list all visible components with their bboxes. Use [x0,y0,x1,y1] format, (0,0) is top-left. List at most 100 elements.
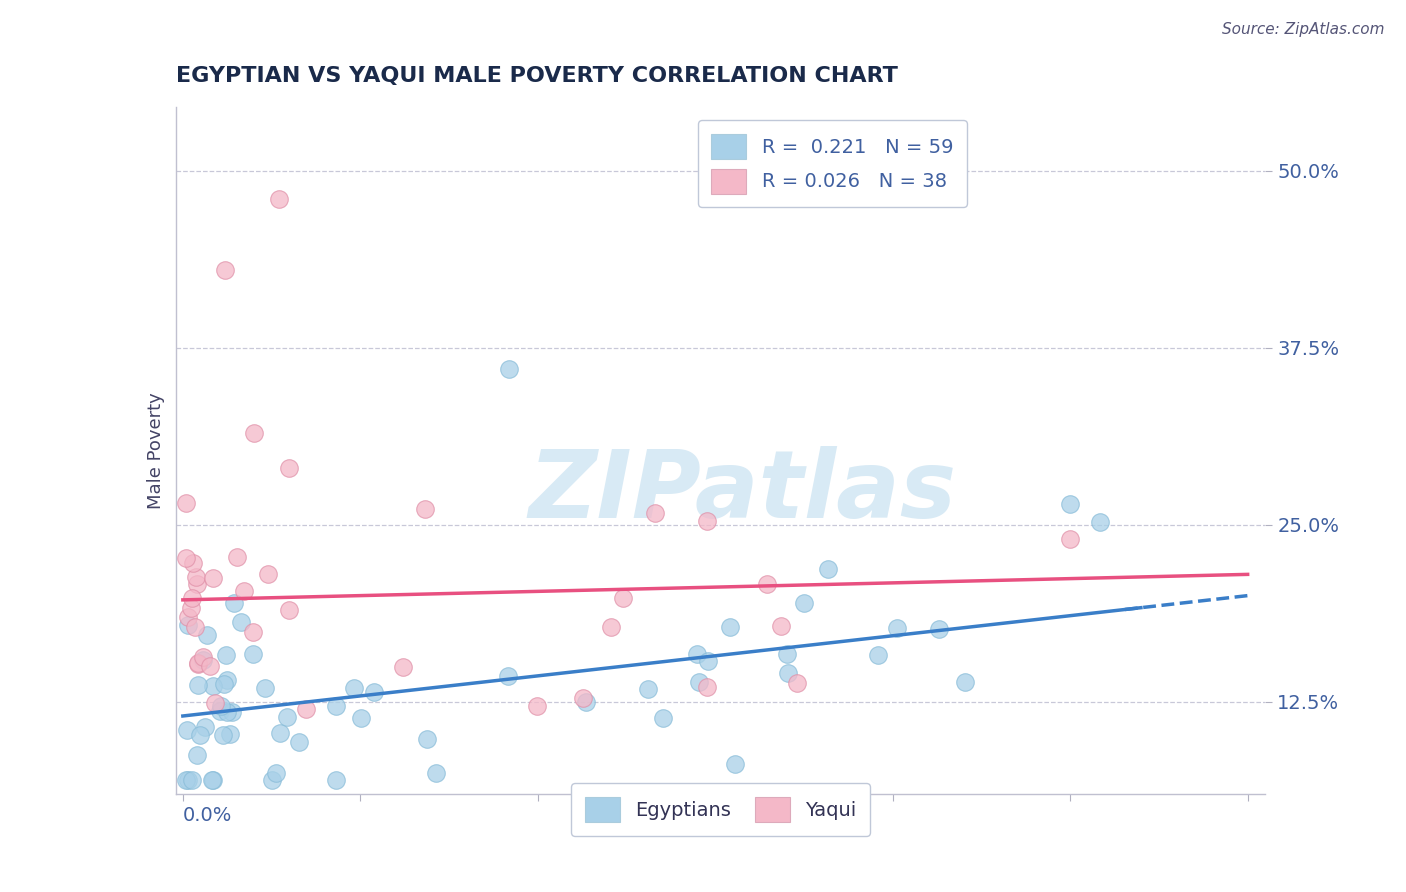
Point [686,648,709,662]
Point [295,702,318,716]
Point [278,603,301,617]
Point [187,657,209,671]
Point [496,668,519,682]
Point [217,706,239,720]
Point [572,691,595,706]
Point [176,496,198,510]
Point [214,263,236,277]
Point [718,620,741,634]
Point [413,502,436,516]
Point [278,461,301,475]
Point [651,711,673,725]
Point [343,681,366,695]
Point [181,591,204,605]
Point [266,766,288,780]
Point [637,681,659,696]
Point [191,652,214,666]
Point [202,571,225,585]
Point [177,609,200,624]
Point [176,550,198,565]
Point [242,647,264,661]
Point [202,679,225,693]
Point [212,728,235,742]
Point [955,674,977,689]
Point [391,660,413,674]
Point [776,647,799,661]
Point [232,584,254,599]
Point [724,756,747,771]
Point [176,723,198,737]
Point [186,747,208,762]
Point [201,772,224,787]
Point [193,720,215,734]
Point [191,649,214,664]
Point [868,648,890,662]
Point [575,695,598,709]
Point [786,676,808,690]
Point [243,425,266,440]
Point [215,648,238,662]
Point [198,659,221,673]
Point [696,680,718,694]
Text: EGYPTIAN VS YAQUI MALE POVERTY CORRELATION CHART: EGYPTIAN VS YAQUI MALE POVERTY CORRELATI… [176,66,897,86]
Point [242,624,264,639]
Point [498,362,520,376]
Point [612,591,634,605]
Point [195,628,218,642]
Point [770,619,793,633]
Point [225,550,247,565]
Point [208,704,231,718]
Point [325,699,347,714]
Point [325,772,347,787]
Point [267,192,290,206]
Point [177,617,200,632]
Point [214,677,236,691]
Point [756,576,779,591]
Point [886,622,908,636]
Point [696,514,718,528]
Point [817,562,839,576]
Point [184,619,207,633]
Point [793,596,815,610]
Point [350,711,373,725]
Text: ZIPatlas: ZIPatlas [529,446,956,538]
Point [425,766,447,780]
Point [201,772,224,787]
Point [288,735,311,749]
Point [187,656,209,670]
Point [176,772,198,787]
Point [526,698,548,713]
Point [1059,532,1081,546]
Point [204,696,226,710]
Point [181,556,204,570]
Point [697,654,720,668]
Point [778,665,800,680]
Point [269,726,291,740]
Point [1090,515,1112,529]
Point [209,699,232,714]
Point [222,596,245,610]
Point [184,570,207,584]
Point [217,673,239,687]
Point [928,622,950,636]
Point [600,620,623,634]
Point [276,710,298,724]
Point [253,681,276,695]
Text: Source: ZipAtlas.com: Source: ZipAtlas.com [1222,22,1385,37]
Text: 0.0%: 0.0% [183,806,232,825]
Point [181,772,204,787]
Point [363,685,385,699]
Point [1059,497,1081,511]
Point [219,727,242,741]
Point [176,772,198,787]
Point [186,577,208,591]
Point [188,729,211,743]
Point [415,731,437,746]
Point [257,566,280,581]
Point [221,705,243,719]
Y-axis label: Male Poverty: Male Poverty [146,392,165,508]
Point [688,674,710,689]
Point [231,615,253,630]
Point [180,601,202,615]
Point [644,506,666,520]
